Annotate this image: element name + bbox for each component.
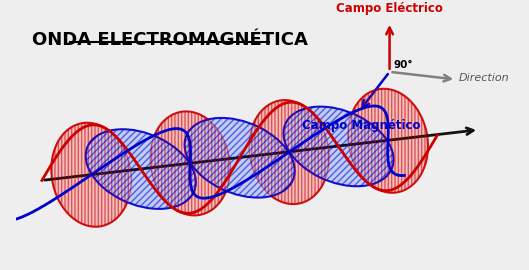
Text: Campo Eléctrico: Campo Eléctrico xyxy=(336,2,443,15)
Text: ONDA ELECTROMAGNÉTICA: ONDA ELECTROMAGNÉTICA xyxy=(32,31,308,49)
Ellipse shape xyxy=(185,118,295,198)
Ellipse shape xyxy=(249,100,329,204)
Text: Campo Magnético: Campo Magnético xyxy=(302,119,421,132)
Ellipse shape xyxy=(86,129,196,209)
Ellipse shape xyxy=(284,107,394,186)
Ellipse shape xyxy=(348,89,428,193)
Ellipse shape xyxy=(51,123,131,227)
Ellipse shape xyxy=(150,112,230,215)
Text: 90°: 90° xyxy=(393,60,413,70)
Text: Direction: Direction xyxy=(459,73,509,83)
